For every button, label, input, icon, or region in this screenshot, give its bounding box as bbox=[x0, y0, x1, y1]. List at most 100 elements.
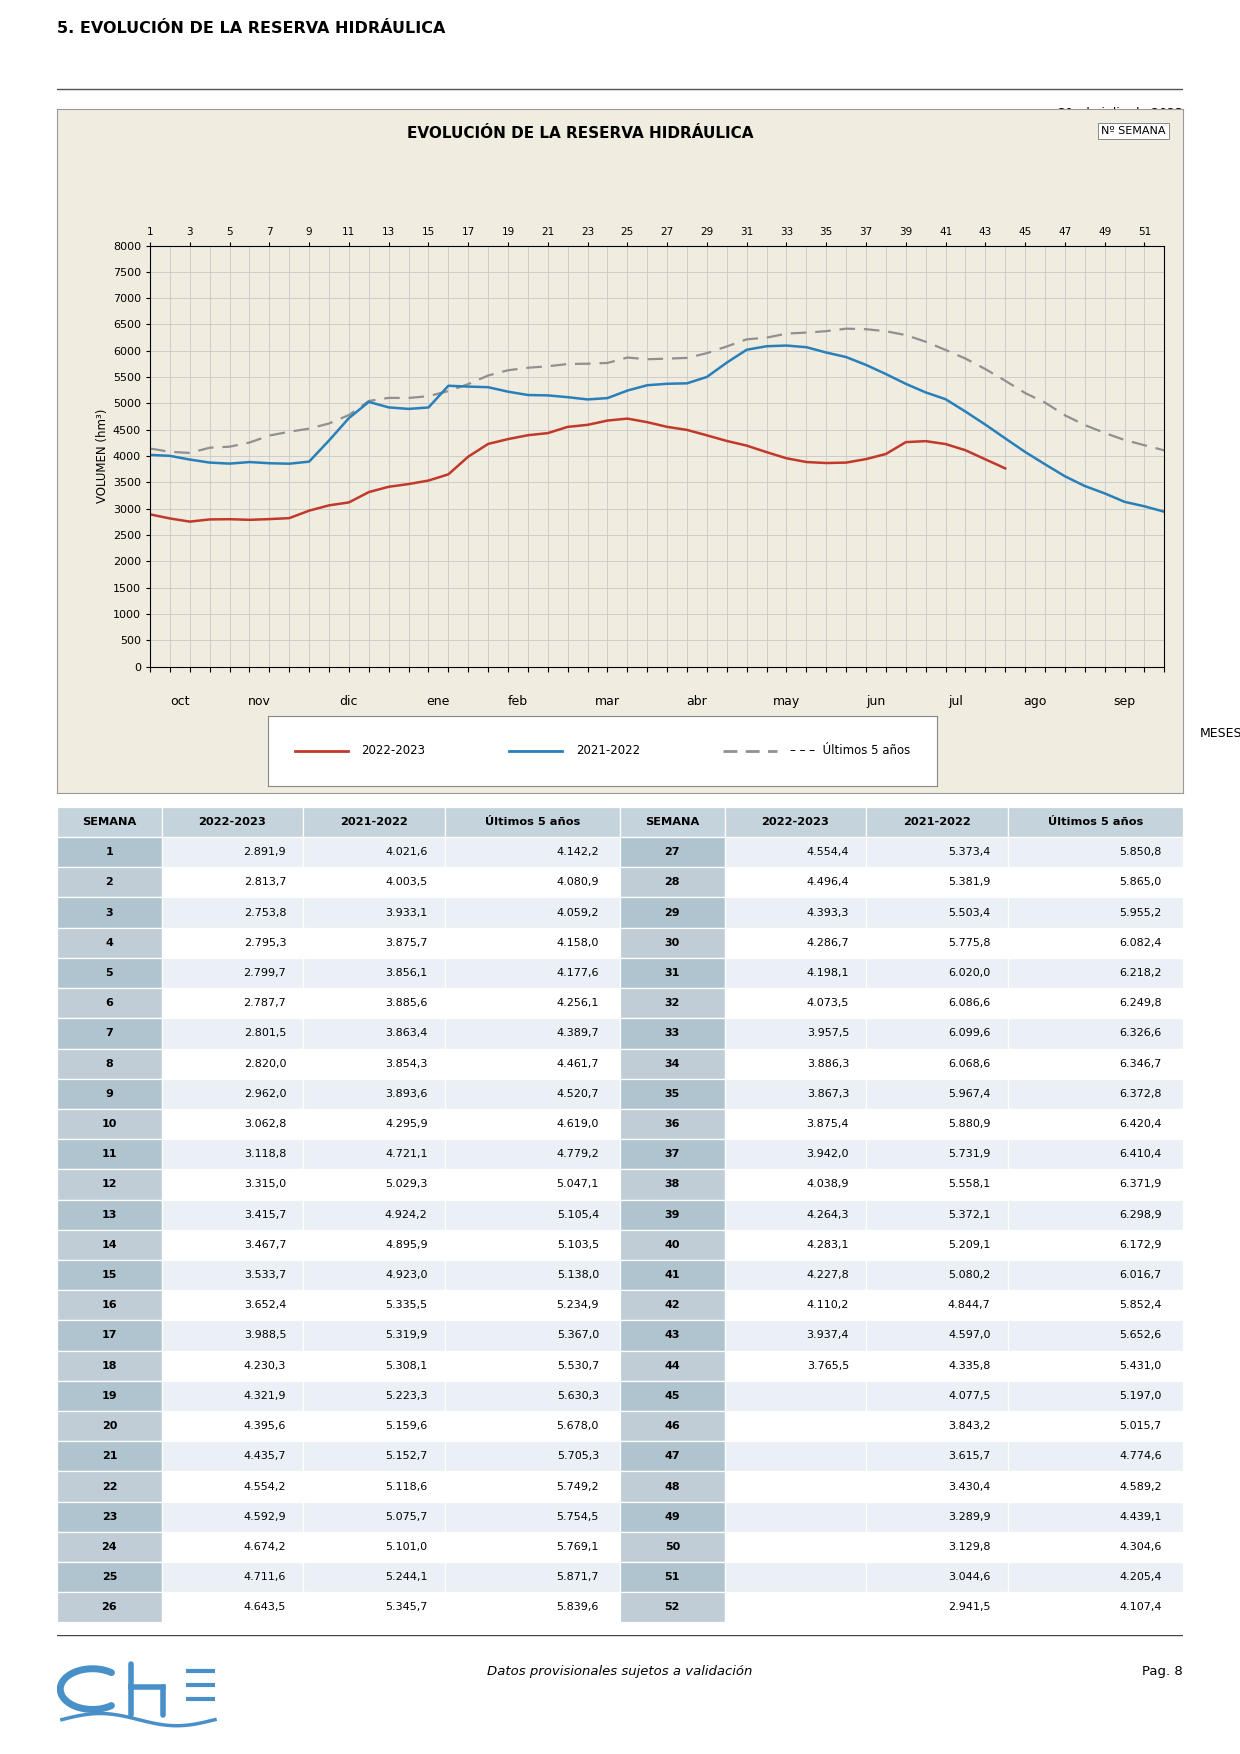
Bar bbox=[1008, 1109, 1183, 1138]
Text: 3.843,2: 3.843,2 bbox=[949, 1421, 991, 1431]
Bar bbox=[303, 866, 445, 898]
Bar bbox=[161, 1501, 303, 1531]
Bar bbox=[161, 1049, 303, 1079]
Bar bbox=[620, 1109, 724, 1138]
Text: 2022-2023: 2022-2023 bbox=[362, 744, 425, 758]
Text: 5.047,1: 5.047,1 bbox=[557, 1179, 599, 1189]
Bar bbox=[57, 958, 161, 988]
Bar bbox=[620, 866, 724, 898]
Text: 5.431,0: 5.431,0 bbox=[1120, 1361, 1162, 1370]
Bar bbox=[620, 1380, 724, 1410]
Text: 5.015,7: 5.015,7 bbox=[1120, 1421, 1162, 1431]
Text: 4: 4 bbox=[105, 938, 113, 947]
Bar bbox=[445, 1442, 620, 1472]
Text: 4.021,6: 4.021,6 bbox=[386, 847, 428, 858]
Text: 3.430,4: 3.430,4 bbox=[949, 1482, 991, 1491]
Bar bbox=[1008, 1019, 1183, 1049]
Text: 4.774,6: 4.774,6 bbox=[1120, 1451, 1162, 1461]
Bar bbox=[445, 898, 620, 928]
Text: 51: 51 bbox=[665, 1572, 680, 1582]
Text: 5.080,2: 5.080,2 bbox=[949, 1270, 991, 1280]
Text: – – –  Últimos 5 años: – – – Últimos 5 años bbox=[790, 744, 910, 758]
Text: 8: 8 bbox=[105, 1059, 113, 1068]
Bar bbox=[724, 1321, 866, 1351]
Bar bbox=[57, 988, 161, 1019]
Bar bbox=[724, 1049, 866, 1079]
Bar bbox=[1008, 928, 1183, 958]
Bar bbox=[1008, 1291, 1183, 1321]
Bar bbox=[57, 807, 161, 837]
Text: 6.086,6: 6.086,6 bbox=[949, 998, 991, 1009]
Bar bbox=[866, 1049, 1008, 1079]
Text: ene: ene bbox=[427, 695, 450, 709]
Text: MESES: MESES bbox=[1200, 726, 1240, 740]
Bar bbox=[445, 1019, 620, 1049]
Bar bbox=[1008, 1380, 1183, 1410]
Text: 35: 35 bbox=[665, 1089, 680, 1098]
Text: 46: 46 bbox=[665, 1421, 681, 1431]
Text: 3.885,6: 3.885,6 bbox=[386, 998, 428, 1009]
Text: sep: sep bbox=[1114, 695, 1136, 709]
Text: 4.321,9: 4.321,9 bbox=[244, 1391, 286, 1401]
Text: 3.118,8: 3.118,8 bbox=[244, 1149, 286, 1159]
Bar bbox=[445, 1410, 620, 1442]
Bar bbox=[724, 1351, 866, 1380]
Bar bbox=[866, 1472, 1008, 1501]
Text: 19: 19 bbox=[102, 1391, 118, 1401]
Text: 3.875,4: 3.875,4 bbox=[807, 1119, 849, 1130]
Text: 5.852,4: 5.852,4 bbox=[1120, 1300, 1162, 1310]
Bar bbox=[57, 837, 161, 866]
Bar bbox=[303, 837, 445, 866]
Bar bbox=[620, 1138, 724, 1170]
Bar bbox=[866, 1531, 1008, 1563]
Bar bbox=[303, 1049, 445, 1079]
Bar bbox=[57, 1563, 161, 1593]
Bar bbox=[161, 1291, 303, 1321]
Text: 3: 3 bbox=[105, 907, 113, 917]
Text: 4.142,2: 4.142,2 bbox=[557, 847, 599, 858]
Text: 4.073,5: 4.073,5 bbox=[807, 998, 849, 1009]
Text: 4.256,1: 4.256,1 bbox=[557, 998, 599, 1009]
Bar bbox=[866, 1501, 1008, 1531]
Text: 5.652,6: 5.652,6 bbox=[1120, 1331, 1162, 1340]
Text: 5.209,1: 5.209,1 bbox=[949, 1240, 991, 1251]
Bar bbox=[161, 1380, 303, 1410]
Bar bbox=[445, 1200, 620, 1230]
Bar bbox=[724, 1109, 866, 1138]
Text: 3.937,4: 3.937,4 bbox=[807, 1331, 849, 1340]
Text: 5.678,0: 5.678,0 bbox=[557, 1421, 599, 1431]
Text: 9: 9 bbox=[105, 1089, 113, 1098]
Text: 36: 36 bbox=[665, 1119, 680, 1130]
Text: 41: 41 bbox=[665, 1270, 681, 1280]
Bar bbox=[724, 1442, 866, 1472]
Text: 49: 49 bbox=[665, 1512, 681, 1522]
Bar bbox=[866, 1593, 1008, 1622]
Bar bbox=[303, 1200, 445, 1230]
Bar bbox=[866, 958, 1008, 988]
Bar bbox=[57, 1501, 161, 1531]
Text: 5.372,1: 5.372,1 bbox=[949, 1210, 991, 1219]
Bar bbox=[445, 1049, 620, 1079]
Text: 4.554,4: 4.554,4 bbox=[807, 847, 849, 858]
Bar bbox=[620, 1410, 724, 1442]
Text: ago: ago bbox=[1023, 695, 1047, 709]
Text: 4.227,8: 4.227,8 bbox=[806, 1270, 849, 1280]
Text: 5.029,3: 5.029,3 bbox=[386, 1179, 428, 1189]
Bar bbox=[1008, 1472, 1183, 1501]
Text: 3.652,4: 3.652,4 bbox=[244, 1300, 286, 1310]
Text: 4.674,2: 4.674,2 bbox=[243, 1542, 286, 1552]
Bar bbox=[445, 1501, 620, 1531]
Bar bbox=[724, 866, 866, 898]
Text: 20: 20 bbox=[102, 1421, 117, 1431]
Text: 4.059,2: 4.059,2 bbox=[557, 907, 599, 917]
Text: 4.393,3: 4.393,3 bbox=[807, 907, 849, 917]
Text: 4.721,1: 4.721,1 bbox=[386, 1149, 428, 1159]
Bar bbox=[620, 1442, 724, 1472]
Bar bbox=[57, 1230, 161, 1259]
Bar bbox=[866, 1230, 1008, 1259]
Text: 4.895,9: 4.895,9 bbox=[384, 1240, 428, 1251]
Bar bbox=[57, 1410, 161, 1442]
Bar bbox=[724, 928, 866, 958]
Bar bbox=[57, 1472, 161, 1501]
Bar bbox=[445, 1321, 620, 1351]
